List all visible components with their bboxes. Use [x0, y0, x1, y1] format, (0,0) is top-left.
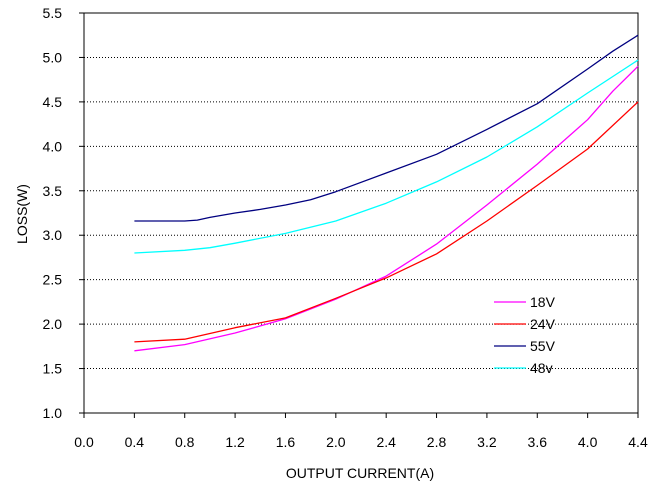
legend-label-48v: 48v [530, 360, 553, 376]
y-tick-label: 5.5 [43, 5, 63, 21]
x-tick-label: 2.8 [427, 434, 447, 450]
series-layer [134, 34, 639, 352]
y-tick-label: 3.0 [43, 227, 63, 243]
y-tick-label: 1.5 [43, 361, 63, 377]
x-axis-title: OUTPUT CURRENT(A) [286, 465, 434, 481]
legend: 18V 24V 55V 48v [494, 294, 556, 376]
y-axis-title: LOSS(W) [14, 184, 30, 244]
x-tick-label: 4.0 [578, 434, 598, 450]
x-tick-label: 2.4 [376, 434, 396, 450]
y-axis-ticks: 1.0 1.5 2.0 2.5 3.0 3.5 4.0 4.5 5.0 5.5 [43, 5, 84, 421]
y-tick-label: 3.5 [43, 183, 63, 199]
legend-label-24v: 24V [530, 316, 556, 332]
x-tick-label: 1.6 [276, 434, 296, 450]
series-line-24v [134, 101, 639, 343]
x-tick-label: 3.6 [528, 434, 548, 450]
x-tick-label: 0.8 [175, 434, 195, 450]
y-tick-label: 4.5 [43, 94, 63, 110]
y-tick-label: 2.5 [43, 272, 63, 288]
y-tick-label: 5.0 [43, 49, 63, 65]
x-tick-label: 0.0 [74, 434, 94, 450]
x-axis-ticks: 0.0 0.4 0.8 1.2 1.6 2.0 2.4 2.8 3.2 3.6 4.0 4.4 [74, 413, 648, 450]
x-tick-label: 3.2 [477, 434, 497, 450]
y-tick-label: 1.0 [43, 405, 63, 421]
x-tick-label: 0.4 [125, 434, 145, 450]
y-tick-label: 2.0 [43, 316, 63, 332]
y-tick-label: 4.0 [43, 138, 63, 154]
series-line-18v [134, 65, 639, 352]
series-line-55v [134, 34, 639, 222]
plot-area-frame [83, 12, 639, 414]
series-line-48v [134, 59, 639, 254]
x-tick-label: 2.0 [326, 434, 346, 450]
x-tick-label: 4.4 [628, 434, 648, 450]
legend-label-18v: 18V [530, 294, 556, 310]
x-tick-label: 1.2 [225, 434, 245, 450]
legend-label-55v: 55V [530, 338, 556, 354]
gridlines [84, 56, 638, 370]
